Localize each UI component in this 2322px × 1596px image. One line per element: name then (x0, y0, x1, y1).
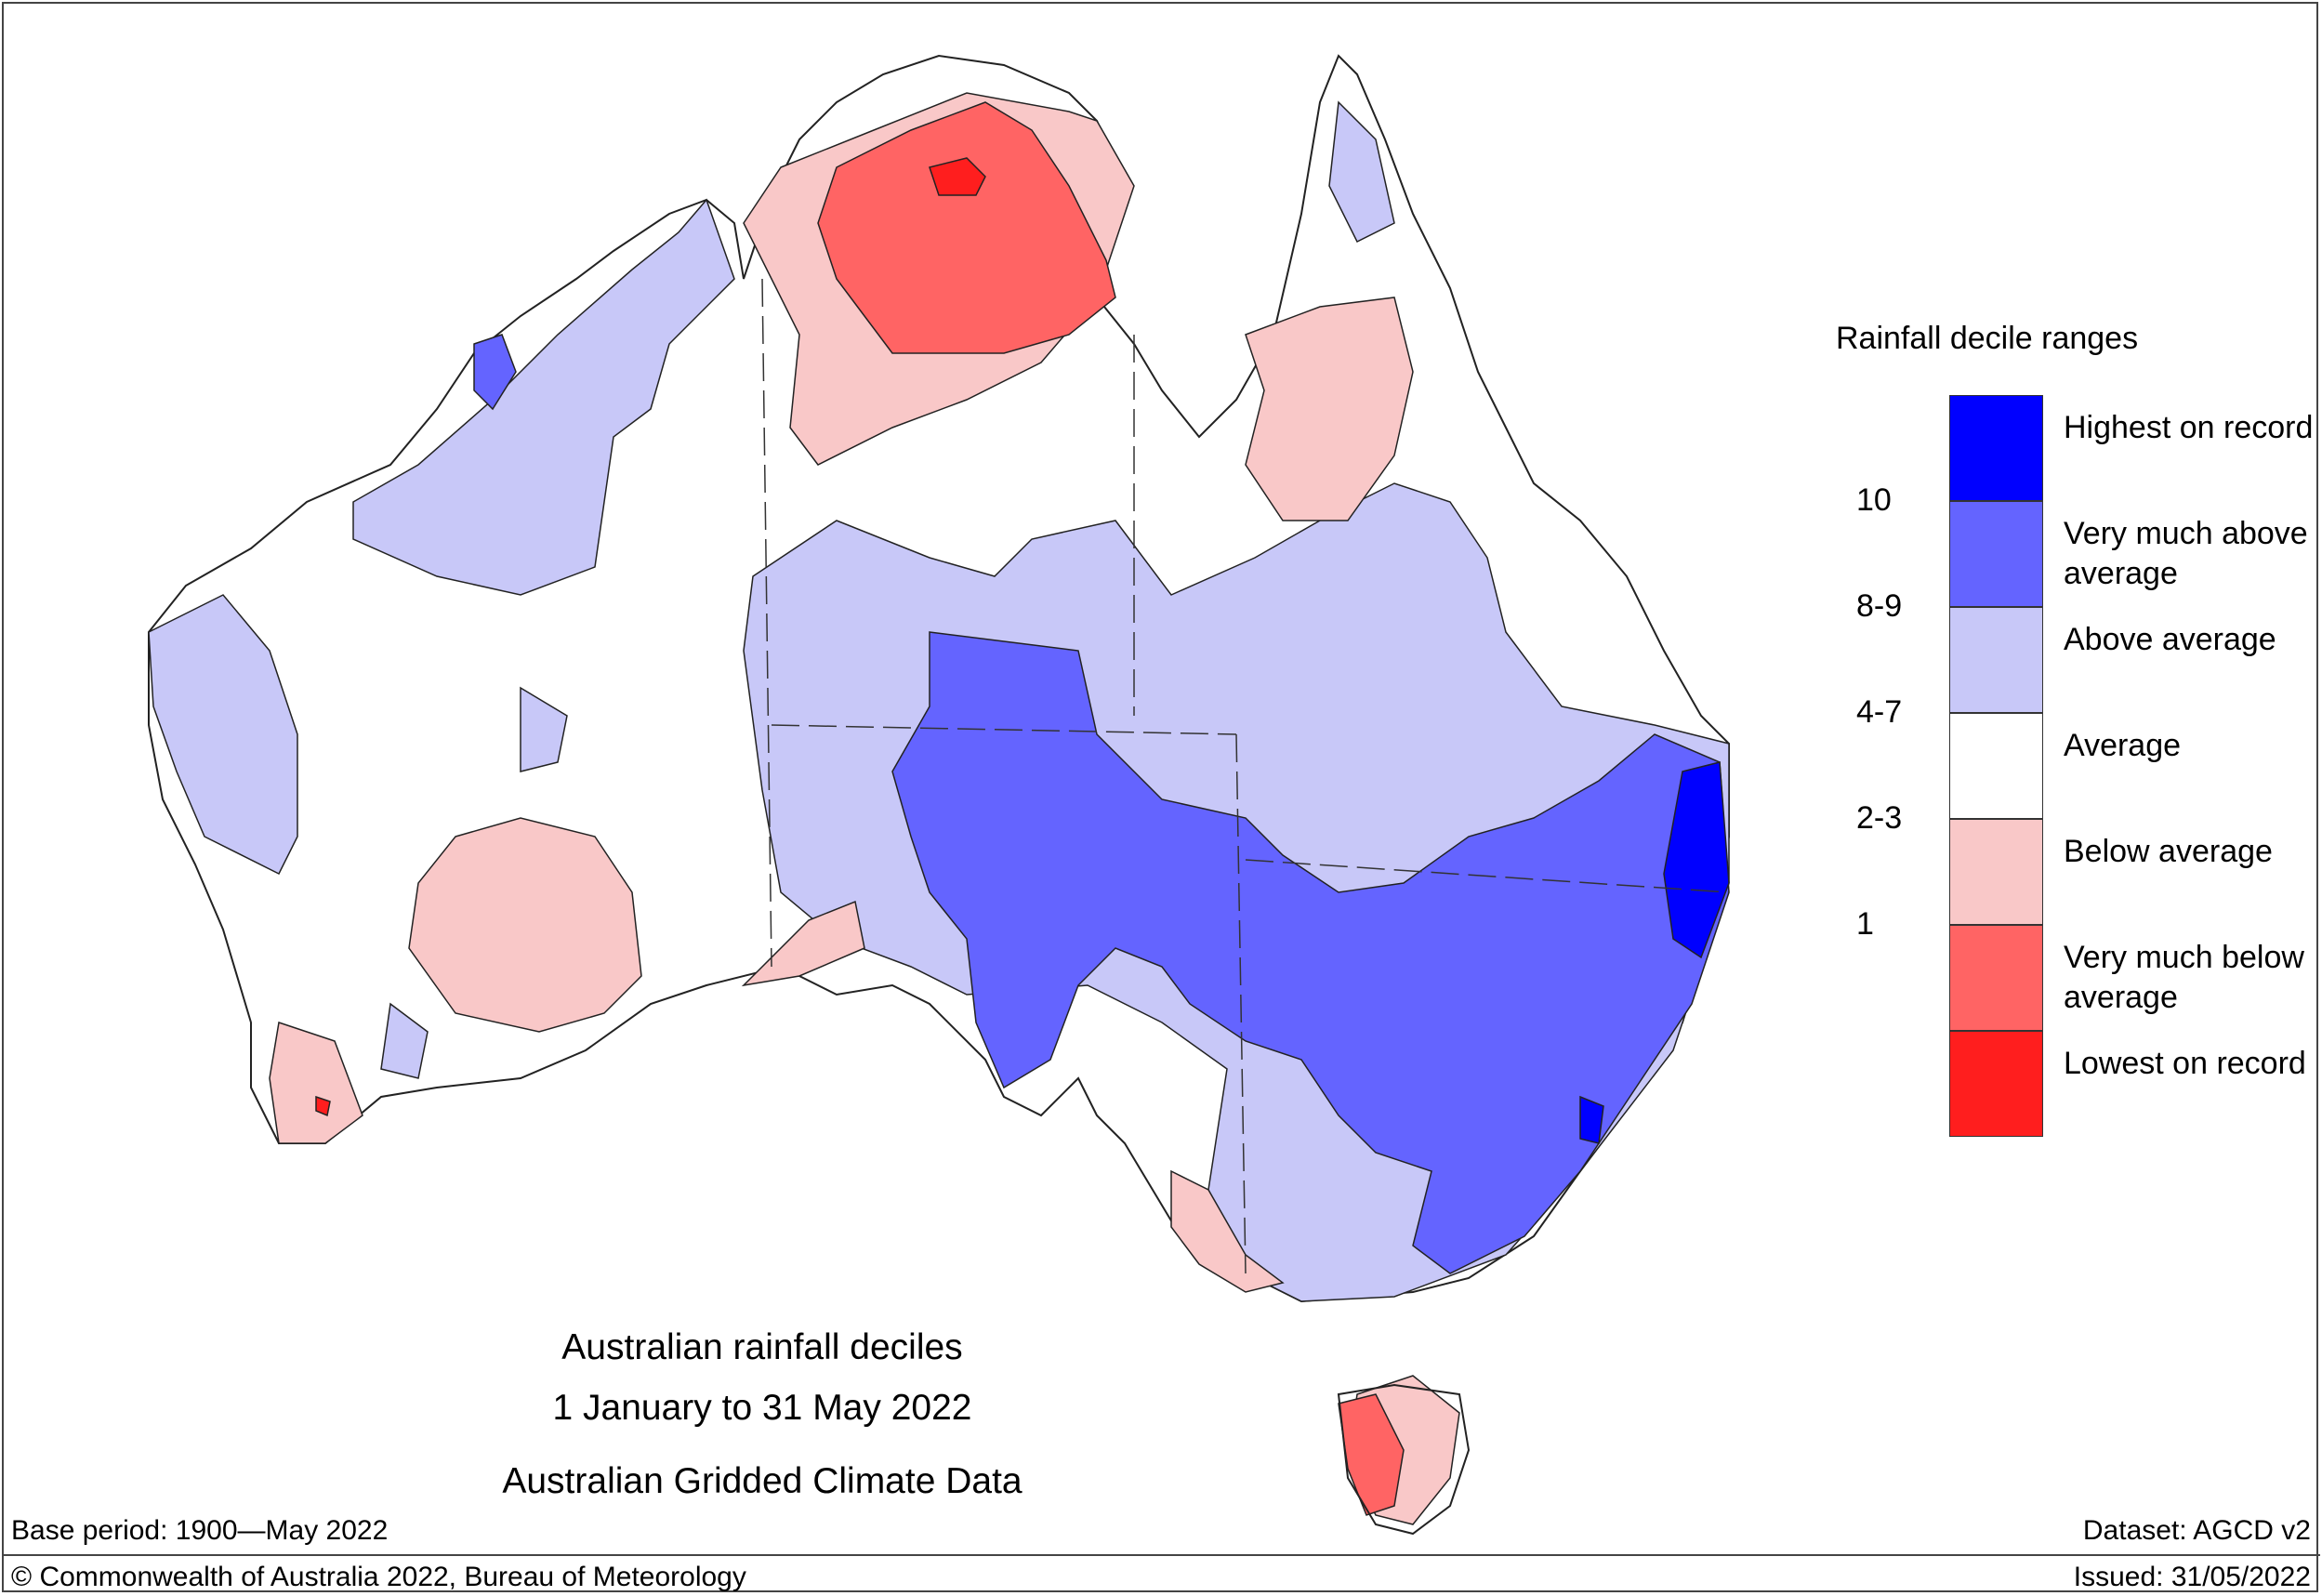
legend-swatch (1949, 395, 2043, 501)
legend-label: Above average (2064, 622, 2276, 657)
map-title-line-2: 1 January to 31 May 2022 (552, 1388, 972, 1428)
legend-label: Very much below average (2064, 940, 2304, 1015)
legend-swatch (1949, 819, 2043, 925)
legend-range-label: 10 (1856, 482, 1892, 518)
legend-label: Very much above average (2064, 516, 2308, 591)
sa-nsw-border (1235, 733, 1247, 1274)
legend-swatch (1949, 1031, 2043, 1137)
legend-swatch (1949, 607, 2043, 713)
legend-label: Average (2064, 728, 2182, 763)
copyright-label: © Commonwealth of Australia 2022, Bureau… (11, 1562, 746, 1592)
wa-border (761, 278, 772, 968)
legend-swatch (1949, 925, 2043, 1031)
legend-label: Lowest on record (2064, 1046, 2306, 1081)
legend-range-label: 1 (1856, 906, 1874, 942)
issued-label: Issued: 31/05/2022 (2073, 1562, 2311, 1592)
tasmania-outline (1337, 1383, 1471, 1536)
nt-sa-border (771, 724, 1237, 735)
legend-swatch (1949, 713, 2043, 819)
legend-label: Highest on record (2064, 410, 2314, 445)
base-period-label: Base period: 1900—May 2022 (11, 1515, 389, 1546)
qld-nsw-border (1245, 859, 1730, 893)
legend-range-label: 4-7 (1856, 694, 1903, 730)
legend-range-label: 8-9 (1856, 588, 1903, 624)
legend-label: Below average (2064, 834, 2273, 869)
legend-range-label: 2-3 (1856, 800, 1903, 836)
legend-title: Rainfall decile ranges (1836, 321, 2139, 356)
dataset-label: Dataset: AGCD v2 (2082, 1515, 2311, 1546)
map-title-line-1: Australian rainfall deciles (561, 1327, 963, 1367)
map-title-line-3: Australian Gridded Climate Data (502, 1461, 1022, 1501)
legend-swatch (1949, 501, 2043, 607)
footer-divider (2, 1554, 2320, 1556)
